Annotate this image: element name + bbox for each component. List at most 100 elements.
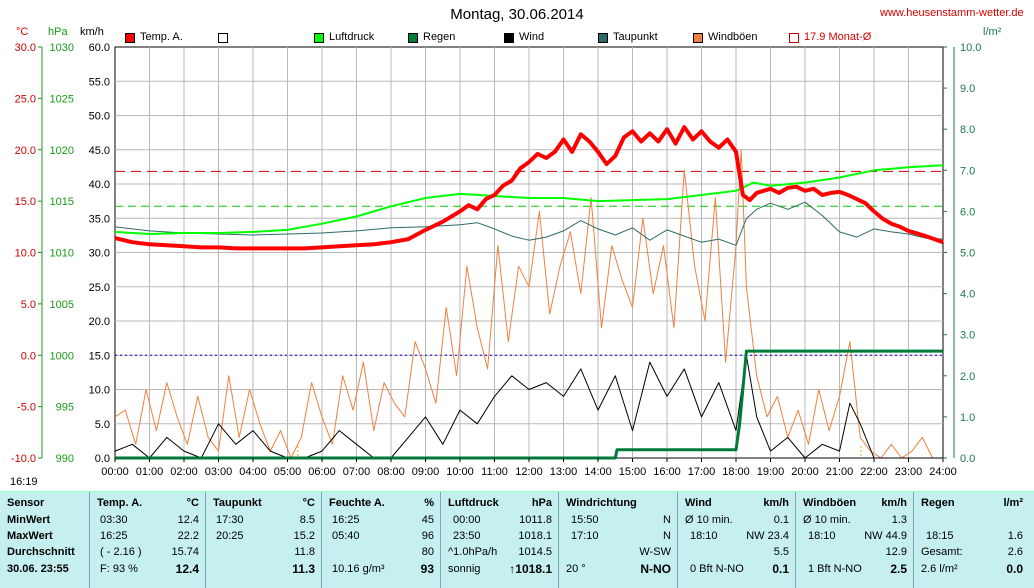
wind-unit: km/h [763, 497, 789, 509]
hum-avg: 80 [421, 546, 434, 558]
legend-swatch [598, 33, 608, 43]
gust-column: Windböen km/h Ø 10 min. 1.3 18:10 NW 44.9 1… [796, 492, 914, 588]
temp-current-note: F: 93 % [100, 563, 138, 575]
timestamp-left: 16:19 [10, 476, 38, 488]
reference-lines [115, 170, 943, 356]
dewpoint-series-line [114, 201, 944, 246]
legend-swatch [789, 33, 799, 43]
gust-bft: 1 Bft N-NO [808, 563, 862, 575]
dew-max-time: 20:25 [216, 530, 244, 542]
press-current: ↑1018.1 [509, 562, 552, 576]
wind-series-line [114, 354, 943, 459]
pressure-axis-unit: hPa [48, 26, 68, 38]
x-tick-label: 15:00 [619, 466, 647, 475]
rain-axis-tick-label: 6.0 [960, 206, 975, 218]
series-group [114, 125, 944, 460]
summary-panel: Sensor MinWert MaxWert Durchschnitt 30.0… [0, 491, 1034, 588]
x-tick-label: 05:00 [274, 466, 302, 475]
pressure-axis-tick-label: 1020 [50, 145, 74, 157]
dew-min-time: 17:30 [216, 514, 244, 526]
pressure-axis-tick-label: 995 [56, 402, 74, 414]
wind-axis-tick-label: 35.0 [89, 213, 110, 225]
pressure-series-line [114, 164, 944, 235]
pressure-axis-tick-label: 1010 [50, 248, 74, 260]
pressure-axis-tick-label: 1005 [50, 299, 74, 311]
winddir-max: N [663, 530, 671, 542]
winddir-min-time: 15:50 [571, 514, 599, 526]
temp-axis-tick-label: 5.0 [21, 299, 36, 311]
x-tick-label: 21:00 [826, 466, 854, 475]
wind-header: Wind [685, 497, 712, 509]
legend-swatch [125, 33, 135, 43]
temp-axis-tick-label: 20.0 [15, 145, 36, 157]
x-tick-label: 19:00 [757, 466, 785, 475]
gust-min: 1.3 [891, 514, 907, 526]
axes: 00:00 01:00 02:00 03:00 04:00 05:00 06:00 07:00… [11, 42, 982, 475]
legend-label: Regen [423, 31, 456, 43]
dew-current: 11.3 [292, 562, 315, 576]
x-tick-label: 17:00 [688, 466, 716, 475]
temp-unit: °C [186, 497, 199, 509]
legend-label: Luftdruck [329, 31, 375, 43]
legend-label: Taupunkt [613, 31, 658, 43]
legend-label: 17.9 Monat-Ø [804, 31, 872, 43]
x-tick-label: 10:00 [446, 466, 474, 475]
gust-avg: 12.9 [885, 546, 907, 558]
temperature-series-line [114, 125, 944, 251]
wind-axis-tick-label: 15.0 [89, 350, 110, 362]
winddir-avg: W-SW [639, 546, 671, 558]
footer-datetime: 30.06. 23:55 [7, 563, 69, 575]
sensor-column: Sensor MinWert MaxWert Durchschnitt 30.0… [0, 492, 90, 588]
x-tick-label: 01:00 [136, 466, 164, 475]
dew-avg: 11.8 [294, 546, 315, 558]
wind-min: 0.1 [773, 514, 789, 526]
temp-max-time: 16:25 [100, 530, 128, 542]
wind-bft: 0 Bft N-NO [690, 563, 744, 575]
x-tick-label: 23:00 [895, 466, 923, 475]
rain-unit: l/m² [1003, 497, 1023, 509]
x-tick-label: 07:00 [343, 466, 371, 475]
winddir-min: N [663, 514, 671, 526]
x-tick-label: 16:00 [653, 466, 681, 475]
x-tick-label: 09:00 [412, 466, 440, 475]
website-link[interactable]: www.heusenstamm-wetter.de [880, 7, 1024, 19]
rain-axis-unit: l/m² [983, 26, 1002, 38]
wind-axis-tick-label: 45.0 [89, 145, 110, 157]
wind-axis-tick-label: 55.0 [89, 76, 110, 88]
humidity-column: Feuchte A.% 16:25 45 05:40 96 80 10.16 g/m… [322, 492, 441, 588]
gust-series-line [114, 149, 943, 459]
temp-axis-tick-label: 10.0 [15, 248, 36, 260]
dew-unit: °C [302, 497, 315, 509]
temp-avg-note: ( - 2.16 ) [100, 546, 142, 558]
rain-column: Regen l/m² 18:15 1.6 Gesamt: 2.6 2.6 l/m² 0.… [914, 492, 1029, 588]
legend-swatch [314, 33, 324, 43]
wind-axis-tick-label: 40.0 [89, 179, 110, 191]
x-tick-label: 18:00 [722, 466, 750, 475]
rain-axis-tick-label: 4.0 [960, 289, 975, 301]
rain-axis-tick-label: 10.0 [960, 42, 981, 54]
pressure-axis-tick-label: 1030 [50, 42, 74, 54]
winddir-column: Windrichtung 15:50 N 17:10 N W-SW 20 ° N-NO [559, 492, 678, 588]
pressure-axis-tick-label: 1000 [50, 350, 74, 362]
legend-swatch [218, 33, 228, 43]
rain-axis-tick-label: 5.0 [960, 248, 975, 260]
x-tick-label: 24:00 [929, 466, 957, 475]
gust-current: 2.5 [890, 562, 907, 576]
rain-current-note: 2.6 l/m² [921, 563, 958, 575]
press-max: 1018.1 [518, 530, 552, 542]
weather-chart: 00:00 01:00 02:00 03:00 04:00 05:00 06:00 07:00… [11, 42, 982, 475]
rain-current: 0.0 [1006, 562, 1023, 576]
wind-axis-tick-label: 30.0 [89, 248, 110, 260]
legend-swatch [408, 33, 418, 43]
wind-axis-tick-label: 20.0 [89, 316, 110, 328]
rain-axis-tick-label: 1.0 [960, 412, 975, 424]
wind-axis-unit: km/h [80, 26, 104, 38]
hum-current: 93 [420, 562, 434, 576]
pressure-axis-tick-label: 1025 [50, 93, 74, 105]
wind-max-time: 18:10 [690, 530, 718, 542]
hum-current-note: 10.16 g/m³ [332, 563, 385, 575]
rain-total: 2.6 [1007, 546, 1023, 558]
row-avg-label: Durchschnitt [7, 546, 75, 558]
temp-current: 12.4 [175, 562, 199, 576]
rain-axis-tick-label: 9.0 [960, 83, 975, 95]
